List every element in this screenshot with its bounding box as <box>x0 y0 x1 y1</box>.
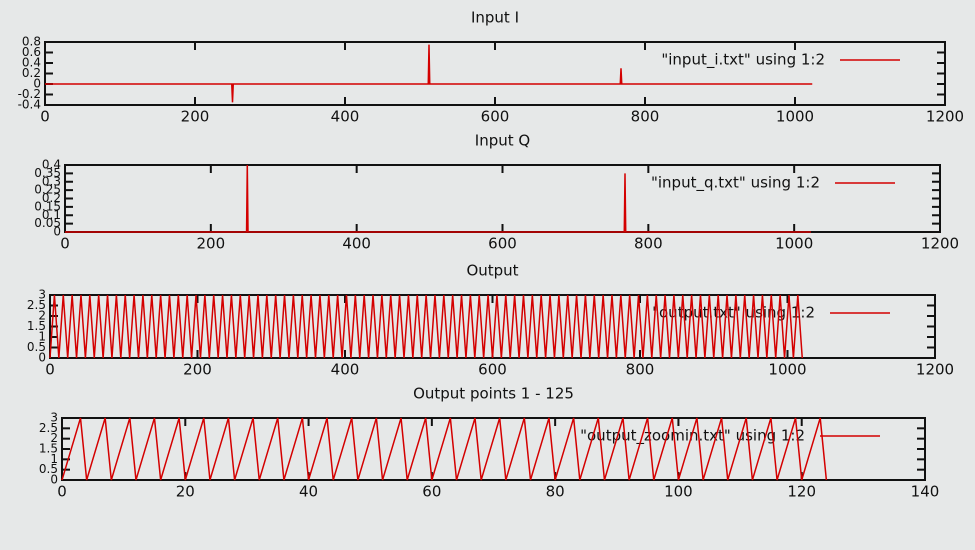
x-tick-label: 40 <box>299 483 318 501</box>
y-tick-label: 0.5 <box>27 340 46 354</box>
x-tick-label: 0 <box>45 361 55 379</box>
x-tick-label: 0 <box>60 235 70 253</box>
y-tick-label: 2 <box>50 431 58 445</box>
x-tick-label: 80 <box>546 483 565 501</box>
y-tick-label: 0.15 <box>34 199 61 213</box>
y-tick-label: 0.6 <box>22 45 41 59</box>
y-tick-label: 3 <box>38 288 46 302</box>
x-tick-label: 200 <box>197 235 226 253</box>
y-tick-label: -0.4 <box>18 98 41 112</box>
x-tick-label: 100 <box>664 483 693 501</box>
data-line <box>45 44 813 103</box>
x-tick-label: 1200 <box>916 361 954 379</box>
y-tick-label: 0.5 <box>39 462 58 476</box>
y-tick-label: 3 <box>50 411 58 425</box>
x-tick-label: 0 <box>57 483 67 501</box>
x-tick-label: 140 <box>911 483 940 501</box>
y-tick-label: 0.1 <box>42 208 61 222</box>
y-tick-label: 1 <box>50 452 58 466</box>
y-tick-label: 0.2 <box>42 191 61 205</box>
y-tick-label: 0 <box>33 77 41 91</box>
x-tick-label: 800 <box>626 361 655 379</box>
x-tick-label: 400 <box>342 235 371 253</box>
y-tick-label: 0.05 <box>34 216 61 230</box>
x-tick-label: 1000 <box>768 361 806 379</box>
data-line <box>61 417 828 481</box>
y-tick-label: 1 <box>38 330 46 344</box>
x-tick-label: 800 <box>631 108 660 126</box>
data-line <box>49 294 803 359</box>
y-tick-label: 0.25 <box>34 183 61 197</box>
x-tick-label: 800 <box>634 235 663 253</box>
x-tick-label: 1000 <box>776 108 814 126</box>
y-tick-label: 1.5 <box>39 442 58 456</box>
x-tick-label: 0 <box>40 108 50 126</box>
y-tick-label: 1.5 <box>27 319 46 333</box>
y-tick-label: 0.35 <box>34 166 61 180</box>
y-tick-label: 0.2 <box>22 66 41 80</box>
x-tick-label: 1000 <box>775 235 813 253</box>
chart-title: Input I <box>471 9 519 27</box>
y-tick-label: 2 <box>38 309 46 323</box>
y-tick-label: 2.5 <box>27 298 46 312</box>
x-tick-label: 120 <box>787 483 816 501</box>
data-line <box>65 164 811 233</box>
y-tick-label: 0.8 <box>22 35 41 49</box>
x-tick-label: 1200 <box>926 108 964 126</box>
y-tick-label: 0.4 <box>42 158 61 172</box>
y-tick-label: 0.4 <box>22 56 41 70</box>
x-tick-label: 400 <box>331 361 360 379</box>
legend-label: "input_i.txt" using 1:2 <box>661 51 825 70</box>
y-tick-label: -0.2 <box>18 87 41 101</box>
y-tick-label: 0.3 <box>42 174 61 188</box>
legend-label: "input_q.txt" using 1:2 <box>651 174 820 193</box>
x-tick-label: 600 <box>488 235 517 253</box>
y-tick-label: 0 <box>50 473 58 487</box>
x-tick-label: 20 <box>176 483 195 501</box>
chart-title: Output points 1 - 125 <box>413 385 574 403</box>
chart-title: Input Q <box>475 132 530 150</box>
x-tick-label: 400 <box>331 108 360 126</box>
x-tick-label: 60 <box>422 483 441 501</box>
y-tick-label: 0 <box>38 351 46 365</box>
x-tick-label: 1200 <box>921 235 959 253</box>
x-tick-label: 200 <box>181 108 210 126</box>
x-tick-label: 600 <box>481 108 510 126</box>
x-tick-label: 600 <box>478 361 507 379</box>
x-tick-label: 200 <box>183 361 212 379</box>
y-tick-label: 2.5 <box>39 421 58 435</box>
chart-title: Output <box>466 262 518 280</box>
y-tick-label: 0 <box>53 225 61 239</box>
